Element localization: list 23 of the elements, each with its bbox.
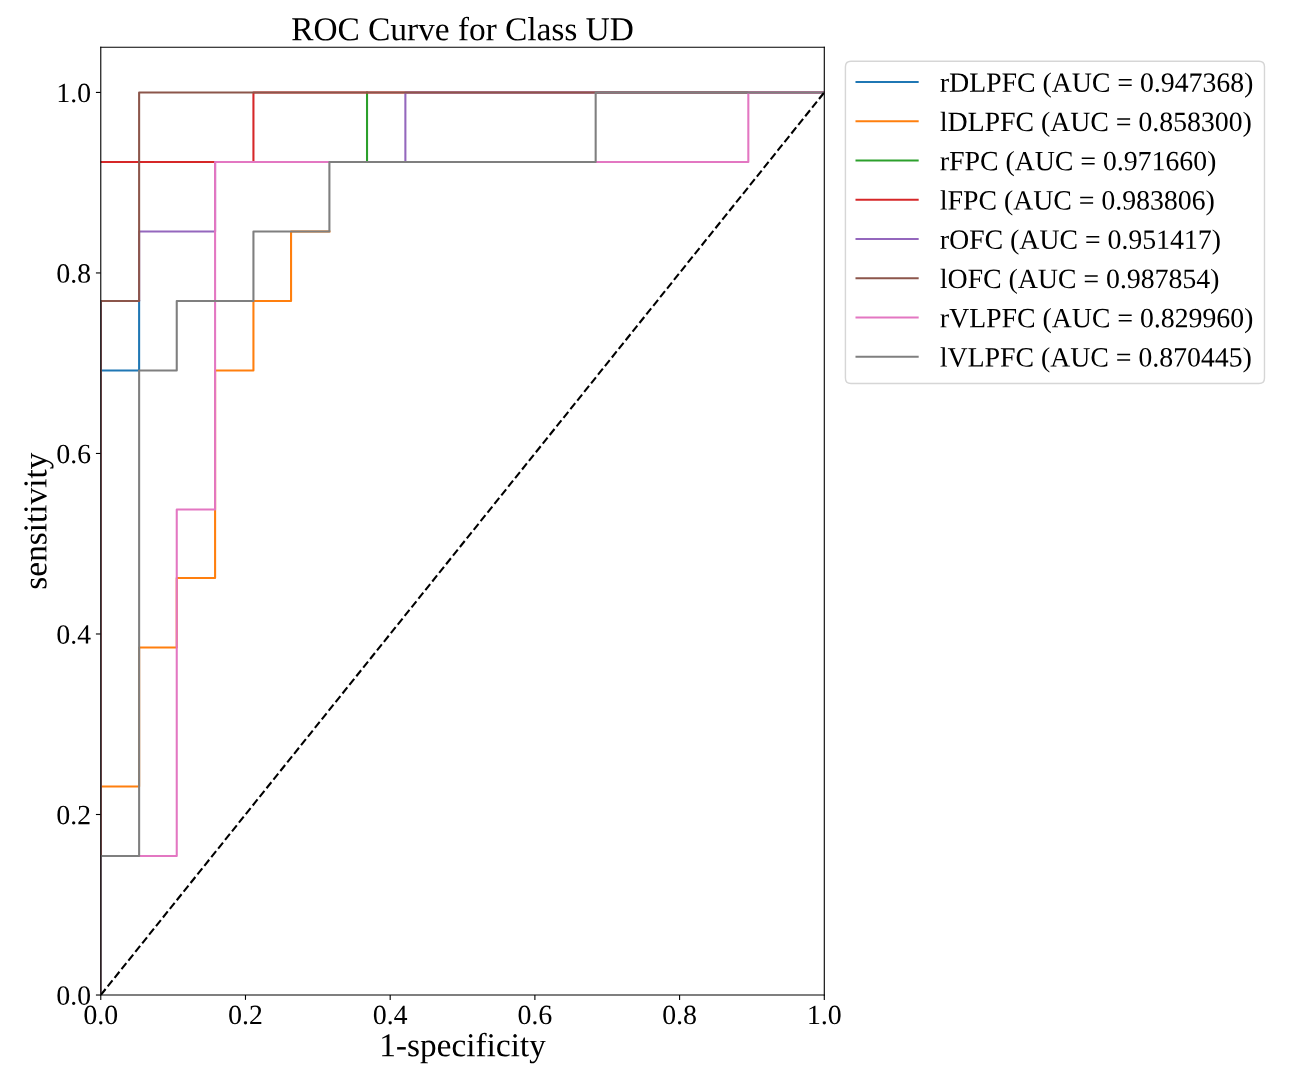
x-tick-label: 1.0 xyxy=(809,1005,841,1025)
x-axis-title: 1-specificity xyxy=(382,1032,546,1064)
x-tick-label: 0.2 xyxy=(229,1005,262,1025)
chart-title: ROC Curve for Class UD xyxy=(292,16,633,41)
y-tick-label: 0.6 xyxy=(57,444,91,464)
y-tick-label: 0.4 xyxy=(57,625,91,645)
x-tick-label: 0.6 xyxy=(518,1005,552,1025)
legend-label: lOFC (AUC = 0.987854) xyxy=(940,268,1219,294)
y-axis-title: sensitivity xyxy=(24,452,54,589)
y-tick-label: 0.8 xyxy=(57,264,90,283)
legend-label: lFPC (AUC = 0.983806) xyxy=(940,190,1214,216)
x-tick-label: 0.0 xyxy=(84,1005,118,1025)
legend-label: rOFC (AUC = 0.951417) xyxy=(940,229,1220,255)
legend-label: lDLPFC (AUC = 0.858300) xyxy=(940,111,1251,137)
legend-label: rFPC (AUC = 0.971660) xyxy=(940,150,1216,177)
y-tick-label: 0.0 xyxy=(57,986,90,1006)
x-tick-label: 0.8 xyxy=(663,1005,696,1025)
legend-label: rDLPFC (AUC = 0.947368) xyxy=(940,72,1253,98)
legend-label: lVLPFC (AUC = 0.870445) xyxy=(940,347,1251,373)
y-tick-label: 0.2 xyxy=(57,805,90,825)
y-tick-label: 1.0 xyxy=(58,83,90,103)
legend-label: rVLPFC (AUC = 0.829960) xyxy=(940,307,1253,334)
x-tick-label: 0.4 xyxy=(373,1005,408,1025)
